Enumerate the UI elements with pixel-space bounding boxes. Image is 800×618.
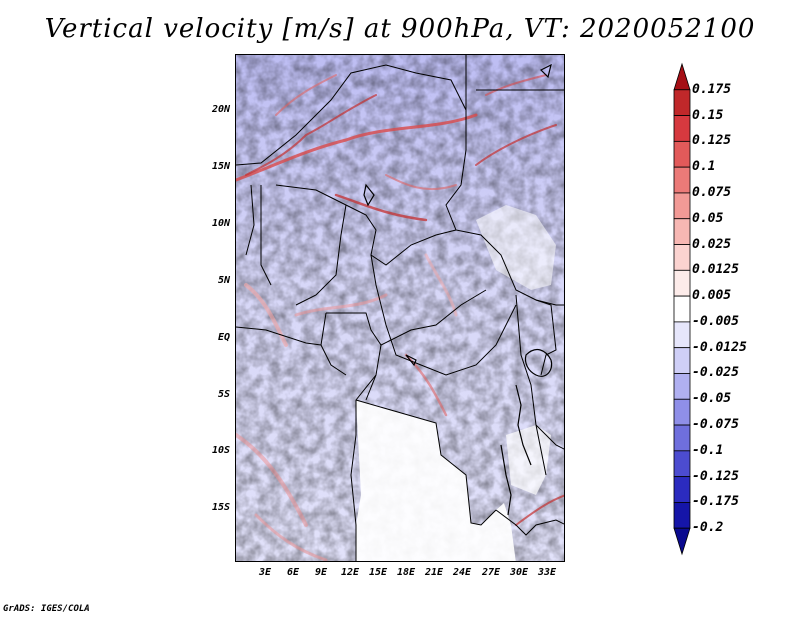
colorbar-label: 0.05 (692, 210, 724, 226)
colorbar-label: 0.075 (692, 184, 732, 200)
colorbar-swatch (673, 373, 691, 400)
lon-tick-label: 3E (258, 567, 272, 578)
colorbar-swatch (673, 192, 691, 220)
colorbar-label: -0.025 (692, 365, 739, 381)
lon-tick-label: 21E (424, 567, 444, 578)
colorbar-swatch (673, 269, 691, 297)
map-field (236, 55, 564, 561)
lat-tick-label: EQ (217, 332, 230, 343)
colorbar-swatch (673, 295, 691, 323)
map-title: Vertical velocity [m/s] at 900hPa, VT: 2… (44, 14, 756, 44)
colorbar-label: -0.075 (692, 417, 739, 433)
colorbar-swatch (673, 424, 691, 452)
colorbar-swatch (673, 62, 691, 91)
colorbar-label: -0.05 (692, 391, 732, 407)
colorbar-swatch (673, 347, 691, 374)
lon-tick-label: 30E (509, 567, 529, 578)
colorbar-label: -0.0125 (692, 339, 747, 355)
colorbar-label: -0.2 (692, 520, 724, 536)
lat-tick-label: 10N (211, 218, 230, 229)
lon-tick-label: 12E (340, 567, 360, 578)
lat-tick-label: 5N (217, 275, 230, 286)
colorbar-swatch (673, 321, 691, 349)
lat-tick-label: 5S (217, 389, 230, 400)
lon-tick-label: 33E (537, 567, 557, 578)
colorbar-label: 0.005 (692, 288, 732, 304)
colorbar-label: 0.15 (692, 107, 724, 123)
lon-tick-label: 24E (452, 567, 472, 578)
colorbar-swatch (673, 218, 691, 245)
colorbar-swatch (673, 502, 691, 529)
colorbar-label: -0.125 (692, 468, 739, 484)
lat-tick-label: 15S (211, 502, 230, 513)
colorbar-label: 0.0125 (692, 262, 739, 278)
lon-tick-label: 27E (481, 567, 501, 578)
colorbar-swatch (673, 398, 691, 426)
colorbar-swatch (673, 450, 691, 478)
colorbar-swatch (673, 89, 691, 116)
colorbar-label: 0.175 (692, 81, 732, 97)
colorbar-label: -0.175 (692, 494, 739, 510)
colorbar-swatch (673, 140, 691, 168)
lat-tick-label: 15N (211, 161, 230, 172)
colorbar-swatch (673, 527, 691, 556)
colorbar (673, 62, 691, 556)
colorbar-swatch (673, 115, 691, 142)
lat-tick-label: 20N (211, 104, 230, 115)
lon-tick-label: 6E (286, 567, 300, 578)
colorbar-swatch (673, 244, 691, 271)
credit-text: GrADS: IGES/COLA (3, 604, 90, 614)
colorbar-swatch (673, 166, 691, 194)
map-panel (235, 54, 565, 562)
colorbar-label: -0.005 (692, 313, 739, 329)
lon-tick-label: 15E (368, 567, 388, 578)
colorbar-label: 0.025 (692, 236, 732, 252)
colorbar-swatch (673, 476, 691, 503)
lon-tick-label: 9E (314, 567, 328, 578)
lon-tick-label: 18E (396, 567, 416, 578)
colorbar-label: 0.1 (692, 159, 716, 175)
colorbar-label: 0.125 (692, 133, 732, 149)
lat-tick-label: 10S (211, 445, 230, 456)
colorbar-label: -0.1 (692, 442, 724, 458)
